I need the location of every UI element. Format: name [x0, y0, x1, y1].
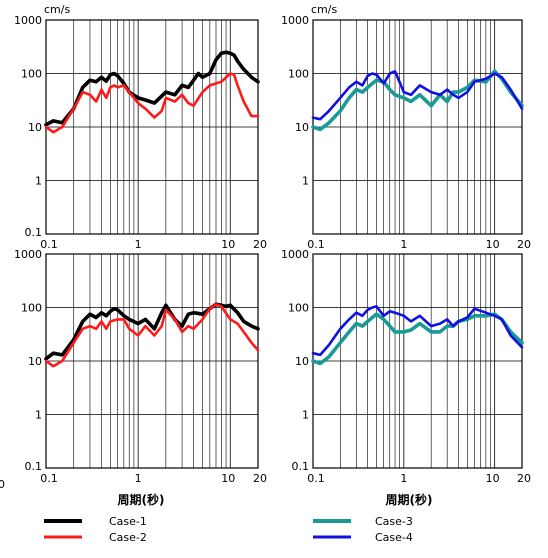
x-tick-label: 10: [221, 472, 235, 485]
spectrum-panel-4: 0.1 1 10 100 1000 0.1 1 10 20: [281, 248, 531, 485]
legend-label-case2: Case-2: [109, 531, 147, 544]
y-tick-label: 1000: [14, 248, 42, 261]
panel-2-vgrid: [313, 20, 522, 234]
unit-label: cm/s: [311, 3, 337, 16]
series-line-case-4: [311, 70, 524, 121]
x-tick-label: 1: [400, 238, 407, 251]
legend-label-case4: Case-4: [375, 531, 413, 544]
series-line-case-1: [44, 50, 260, 127]
x-axis-label-right: 周期(秒): [386, 492, 433, 507]
y-tick-label: 1000: [281, 14, 309, 27]
y-tick-label: 1: [302, 409, 309, 422]
x-tick-label: 0.1: [307, 238, 325, 251]
legend: Case-1 Case-2 Case-3 Case-4: [44, 515, 413, 544]
x-tick-label: 20: [253, 472, 267, 485]
panel-3-vgrid: [46, 254, 258, 468]
y-tick-label: 100: [21, 68, 42, 81]
y-tick-label: 0.1: [25, 226, 43, 239]
y-tick-label: 1000: [14, 14, 42, 27]
x-tick-label: 10: [486, 472, 500, 485]
series-line-case-4: [311, 305, 524, 357]
series-line-case-3: [311, 312, 524, 366]
x-tick-label: 0.1: [40, 238, 58, 251]
x-tick-label: 1: [400, 472, 407, 485]
y-tick-label: 100: [288, 68, 309, 81]
y-tick-label: 10: [295, 355, 309, 368]
y-tick-label: 100: [21, 302, 42, 315]
y-tick-label: 1: [35, 409, 42, 422]
x-tick-label: 1: [135, 238, 142, 251]
y-tick-label: 10: [28, 121, 42, 134]
y-tick-label: 10: [28, 355, 42, 368]
spectrum-panel-2: cm/s 1 10 100 1000 0.1 1 10 20: [281, 3, 531, 251]
legend-label-case1: Case-1: [109, 515, 147, 528]
panel-4-vgrid: [313, 254, 522, 468]
x-tick-label: 1: [135, 472, 142, 485]
x-axis-label-left: 周期(秒): [118, 492, 165, 507]
x-tick-label: 10: [221, 238, 235, 251]
spectrum-panel-1: cm/s 0.1 1 10 100 1000 0.1 1 10 20: [14, 3, 267, 251]
y-tick-label: 0.1: [25, 460, 43, 473]
x-tick-label: 20: [517, 472, 531, 485]
x-tick-label: 0.1: [307, 472, 325, 485]
y-tick-label: 100: [288, 302, 309, 315]
panel-1-vgrid: [46, 20, 258, 234]
y-tick-label: 1000: [281, 248, 309, 261]
x-tick-label: 10: [486, 238, 500, 251]
series-line-case-2: [44, 302, 260, 368]
spectrum-panel-3: 0.1 1 10 100 1000 0.1 1 10 20: [14, 248, 267, 485]
series-line-case-2: [44, 72, 260, 134]
x-tick-label: 20: [517, 238, 531, 251]
edge-zero-label: 0: [0, 478, 5, 491]
x-tick-label: 20: [253, 238, 267, 251]
legend-label-case3: Case-3: [375, 515, 413, 528]
y-tick-label: 0.1: [292, 460, 310, 473]
series-line-case-1: [44, 302, 260, 361]
x-tick-label: 0.1: [40, 472, 58, 485]
y-tick-label: 1: [302, 175, 309, 188]
y-tick-label: 1: [35, 175, 42, 188]
unit-label: cm/s: [44, 3, 70, 16]
y-tick-label: 10: [295, 121, 309, 134]
